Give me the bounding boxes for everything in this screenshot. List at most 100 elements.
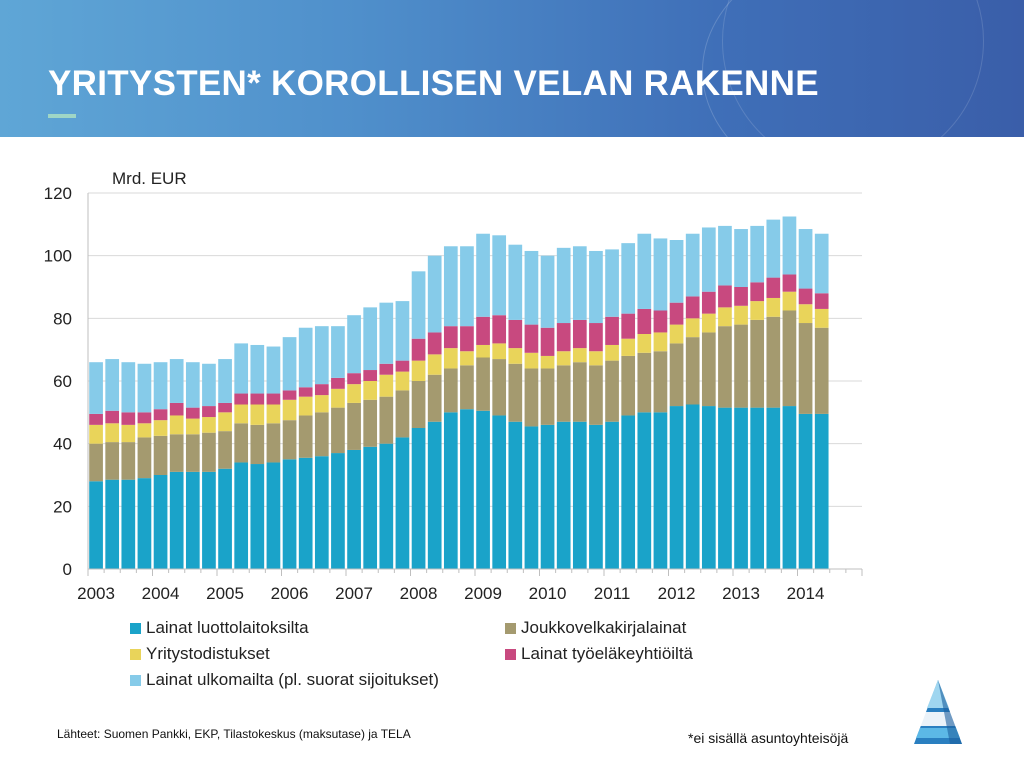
- bar-segment-3: [443, 326, 458, 349]
- bar-segment-1: [314, 412, 329, 457]
- bar-segment-4: [379, 302, 394, 364]
- bar-segment-1: [395, 390, 410, 438]
- bar-segment-3: [718, 285, 732, 308]
- bar-segment-1: [331, 407, 345, 454]
- bar-segment-0: [379, 443, 394, 569]
- bar-segment-1: [637, 352, 652, 413]
- bar-segment-3: [202, 406, 216, 418]
- bar-segment-1: [814, 327, 829, 414]
- bar-segment-4: [798, 229, 813, 289]
- bar-segment-4: [427, 255, 442, 333]
- bar-segment-4: [685, 233, 700, 297]
- bar-segment-2: [669, 324, 684, 344]
- bar-segment-3: [153, 409, 168, 421]
- bar-segment-2: [331, 388, 345, 408]
- bar-segment-1: [653, 351, 668, 413]
- bar-segment-4: [153, 362, 168, 410]
- bar-segment-3: [411, 338, 426, 361]
- bar-segment-3: [185, 407, 200, 419]
- bar-segment-0: [218, 468, 232, 569]
- bar-segment-3: [669, 302, 684, 325]
- x-tick-label: 2011: [594, 584, 631, 603]
- legend-label: Lainat ulkomailta (pl. suorat sijoitukse…: [146, 670, 439, 689]
- bar-segment-4: [314, 326, 329, 385]
- bar-segment-4: [331, 326, 345, 378]
- bar-segment-3: [298, 387, 313, 397]
- bar-segment-2: [750, 301, 765, 320]
- bar-segment-2: [363, 381, 378, 400]
- bar-segment-3: [524, 324, 539, 353]
- bar-segment-4: [202, 363, 216, 407]
- legend-swatch: [505, 648, 516, 660]
- bar-segment-0: [685, 404, 700, 569]
- legend-item: Yritystodistukset: [130, 644, 270, 664]
- bar-segment-0: [266, 462, 281, 569]
- bar-segment-1: [379, 396, 394, 444]
- bar-segment-2: [153, 420, 168, 436]
- bar-segment-4: [250, 344, 265, 394]
- legend-label: Yritystodistukset: [146, 644, 270, 663]
- bar-segment-1: [250, 424, 265, 465]
- x-tick-label: 2004: [142, 584, 180, 603]
- bar-segment-0: [701, 406, 716, 569]
- bar-segment-4: [524, 250, 539, 325]
- bar-segment-4: [443, 246, 458, 327]
- bar-segment-1: [685, 337, 700, 405]
- bar-segment-4: [411, 271, 426, 339]
- bar-segment-2: [589, 351, 603, 366]
- bar-segment-0: [556, 421, 571, 569]
- legend-label: Lainat työeläkeyhtiöiltä: [521, 644, 694, 663]
- bar-segment-2: [89, 424, 103, 444]
- gridlines: [88, 192, 862, 570]
- bar-segment-0: [476, 410, 490, 569]
- bar-segment-1: [782, 310, 797, 407]
- bar-segment-3: [105, 410, 120, 424]
- legend-item: Lainat ulkomailta (pl. suorat sijoitukse…: [130, 670, 439, 690]
- bar-segment-3: [572, 319, 587, 349]
- bar-segment-3: [750, 282, 765, 302]
- bar-segment-1: [460, 365, 474, 410]
- bar-segment-0: [540, 424, 555, 569]
- bar-segment-2: [314, 395, 329, 413]
- bar-segment-4: [89, 362, 103, 414]
- bar-segment-2: [347, 384, 361, 403]
- legend-label: Joukkovelkakirjalainat: [521, 618, 687, 637]
- bar-segment-4: [669, 240, 684, 303]
- x-tick-label: 2003: [77, 584, 115, 603]
- bar-segment-0: [653, 412, 668, 569]
- bar-segment-4: [169, 359, 184, 403]
- bar-segment-0: [508, 421, 523, 569]
- bar-segment-0: [395, 437, 410, 569]
- bar-segment-2: [169, 415, 184, 435]
- bar-segment-3: [169, 402, 184, 416]
- bar-segment-1: [524, 368, 539, 427]
- unit-label: Mrd. EUR: [112, 169, 187, 188]
- bar-segment-1: [298, 415, 313, 458]
- legend-item: Lainat työeläkeyhtiöiltä: [505, 644, 693, 664]
- bar-segment-2: [798, 304, 813, 324]
- bar-segment-1: [266, 423, 281, 463]
- y-tick-label: 0: [63, 560, 72, 579]
- bar-segment-1: [121, 442, 136, 480]
- bar-segment-0: [250, 464, 265, 569]
- bar-segment-4: [621, 243, 636, 314]
- bar-segment-3: [282, 390, 297, 400]
- bar-segment-2: [185, 418, 200, 435]
- bar-segment-1: [411, 381, 426, 428]
- bar-segment-4: [105, 359, 120, 411]
- bar-segment-2: [202, 417, 216, 433]
- bar-segment-4: [605, 249, 619, 317]
- bar-segment-2: [137, 423, 152, 438]
- bar-segment-3: [395, 360, 410, 372]
- bar-segment-3: [766, 277, 781, 298]
- header-banner: YRITYSTEN* KOROLLISEN VELAN RAKENNE: [0, 0, 1024, 137]
- bar-segment-1: [282, 420, 297, 460]
- bar-segment-4: [718, 225, 732, 286]
- bar-segment-3: [605, 316, 619, 345]
- bar-segment-1: [476, 357, 490, 411]
- bar-segment-4: [589, 250, 603, 324]
- bar-segment-2: [637, 334, 652, 353]
- bar-segment-3: [121, 412, 136, 425]
- bar-segment-0: [363, 446, 378, 569]
